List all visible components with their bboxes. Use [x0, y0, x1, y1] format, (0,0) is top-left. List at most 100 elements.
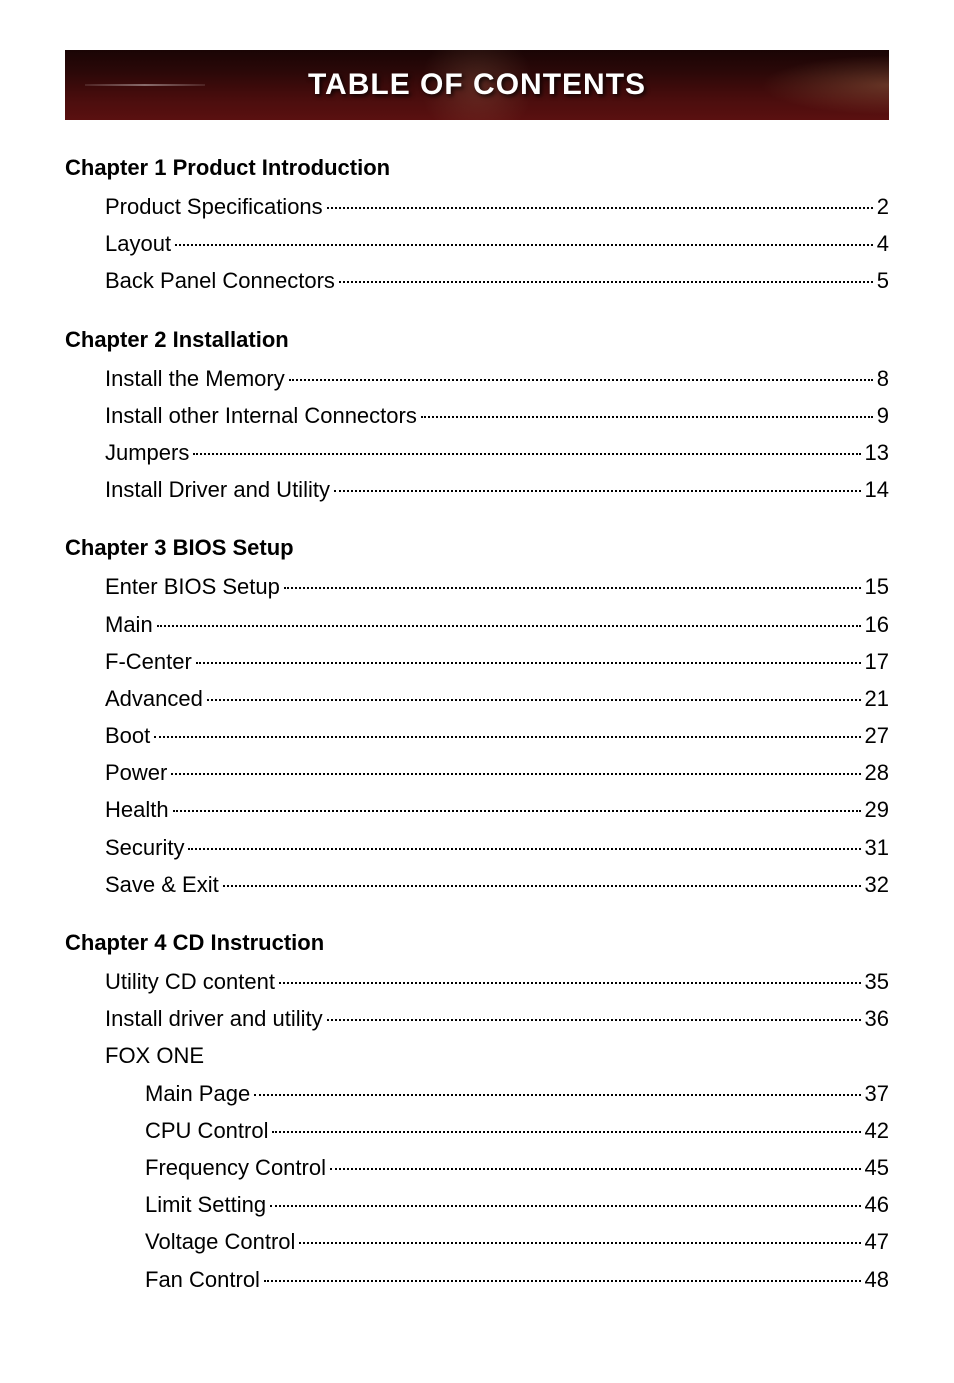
toc-entry: Limit Setting 46: [65, 1187, 889, 1222]
toc-dot-leader: [299, 1242, 860, 1244]
chapter-heading: Chapter 1 Product Introduction: [65, 155, 889, 181]
toc-entry-page: 8: [877, 361, 889, 396]
subsection-heading: FOX ONE: [65, 1038, 889, 1073]
toc-dot-leader: [284, 587, 861, 589]
toc-entry: Install the Memory 8: [65, 361, 889, 396]
toc-entry-label: Install Driver and Utility: [105, 472, 330, 507]
toc-dot-leader: [421, 416, 873, 418]
toc-dot-leader: [157, 625, 861, 627]
banner-decoration-left: [85, 84, 205, 86]
toc-entry-page: 4: [877, 226, 889, 261]
toc-entry-label: Jumpers: [105, 435, 189, 470]
toc-entry-label: Boot: [105, 718, 150, 753]
toc-dot-leader: [289, 379, 873, 381]
toc-entry-page: 5: [877, 263, 889, 298]
toc-entry-label: Limit Setting: [145, 1187, 266, 1222]
toc-entry-page: 32: [865, 867, 889, 902]
toc-entry-label: Voltage Control: [145, 1224, 295, 1259]
toc-dot-leader: [264, 1280, 861, 1282]
toc-entry: Security 31: [65, 830, 889, 865]
toc-entry-page: 21: [865, 681, 889, 716]
chapter-heading: Chapter 2 Installation: [65, 327, 889, 353]
toc-dot-leader: [171, 773, 860, 775]
toc-entry-label: Health: [105, 792, 169, 827]
toc-entry: Back Panel Connectors5: [65, 263, 889, 298]
toc-entry: F-Center 17: [65, 644, 889, 679]
toc-entry: Power 28: [65, 755, 889, 790]
toc-dot-leader: [196, 662, 861, 664]
toc-entry-page: 9: [877, 398, 889, 433]
toc-entry: Voltage Control 47: [65, 1224, 889, 1259]
toc-entry: Install Driver and Utility 14: [65, 472, 889, 507]
toc-entry: Install other Internal Connectors9: [65, 398, 889, 433]
banner: TABLE OF CONTENTS: [65, 50, 889, 120]
toc-entry: Jumpers 13: [65, 435, 889, 470]
toc-entry-label: CPU Control: [145, 1113, 268, 1148]
toc-entry-label: Save & Exit: [105, 867, 219, 902]
toc-entry-page: 15: [865, 569, 889, 604]
toc-entry: Boot 27: [65, 718, 889, 753]
toc-dot-leader: [330, 1168, 861, 1170]
toc-dot-leader: [270, 1205, 860, 1207]
toc-entry-page: 17: [865, 644, 889, 679]
chapter-heading: Chapter 3 BIOS Setup: [65, 535, 889, 561]
toc-dot-leader: [327, 207, 873, 209]
banner-decoration-right: [739, 50, 889, 120]
toc-entry-label: Security: [105, 830, 184, 865]
toc-dot-leader: [339, 281, 873, 283]
toc-entry-label: Product Specifications: [105, 189, 323, 224]
chapter-heading: Chapter 4 CD Instruction: [65, 930, 889, 956]
toc-entry-label: Enter BIOS Setup: [105, 569, 280, 604]
toc-dot-leader: [334, 490, 861, 492]
toc-entry: Frequency Control 45: [65, 1150, 889, 1185]
toc-entry-page: 27: [865, 718, 889, 753]
toc-entry-label: Main: [105, 607, 153, 642]
toc-entry: Install driver and utility 36: [65, 1001, 889, 1036]
toc-dot-leader: [254, 1094, 860, 1096]
toc-entry-label: Advanced: [105, 681, 203, 716]
toc-dot-leader: [272, 1131, 860, 1133]
toc-entry-page: 2: [877, 189, 889, 224]
toc-entry: Advanced 21: [65, 681, 889, 716]
toc-entry: Utility CD content35: [65, 964, 889, 999]
toc-entry-label: Fan Control: [145, 1262, 260, 1297]
toc-entry-page: 13: [865, 435, 889, 470]
toc-dot-leader: [279, 982, 861, 984]
toc-entry-page: 42: [865, 1113, 889, 1148]
toc-dot-leader: [223, 885, 861, 887]
toc-entry-page: 14: [865, 472, 889, 507]
toc-entry: Layout 4: [65, 226, 889, 261]
toc-dot-leader: [154, 736, 860, 738]
toc-entry-label: Layout: [105, 226, 171, 261]
toc-entry: Main Page 37: [65, 1076, 889, 1111]
toc-entry-page: 31: [865, 830, 889, 865]
toc-entry-label: Main Page: [145, 1076, 250, 1111]
toc-entry: Product Specifications 2: [65, 189, 889, 224]
toc-dot-leader: [207, 699, 861, 701]
banner-title: TABLE OF CONTENTS: [308, 68, 646, 102]
toc-entry-page: 48: [865, 1262, 889, 1297]
toc-entry: CPU Control 42: [65, 1113, 889, 1148]
toc-entry-label: Power: [105, 755, 167, 790]
toc-dot-leader: [173, 810, 861, 812]
toc-dot-leader: [193, 453, 860, 455]
toc-entry-page: 37: [865, 1076, 889, 1111]
toc-entry-label: Utility CD content: [105, 964, 275, 999]
table-of-contents: Chapter 1 Product Introduction Product Sp…: [65, 155, 889, 1297]
toc-dot-leader: [175, 244, 873, 246]
toc-entry: Main 16: [65, 607, 889, 642]
toc-entry-page: 28: [865, 755, 889, 790]
toc-entry: Health29: [65, 792, 889, 827]
toc-entry-label: Install driver and utility: [105, 1001, 323, 1036]
toc-entry-page: 47: [865, 1224, 889, 1259]
toc-entry: Fan Control 48: [65, 1262, 889, 1297]
toc-entry-page: 46: [865, 1187, 889, 1222]
toc-entry-label: Frequency Control: [145, 1150, 326, 1185]
toc-dot-leader: [327, 1019, 861, 1021]
toc-entry-label: F-Center: [105, 644, 192, 679]
toc-entry-page: 36: [865, 1001, 889, 1036]
toc-entry: Save & Exit 32: [65, 867, 889, 902]
toc-entry-page: 45: [865, 1150, 889, 1185]
toc-entry-label: Install the Memory: [105, 361, 285, 396]
toc-entry-page: 16: [865, 607, 889, 642]
